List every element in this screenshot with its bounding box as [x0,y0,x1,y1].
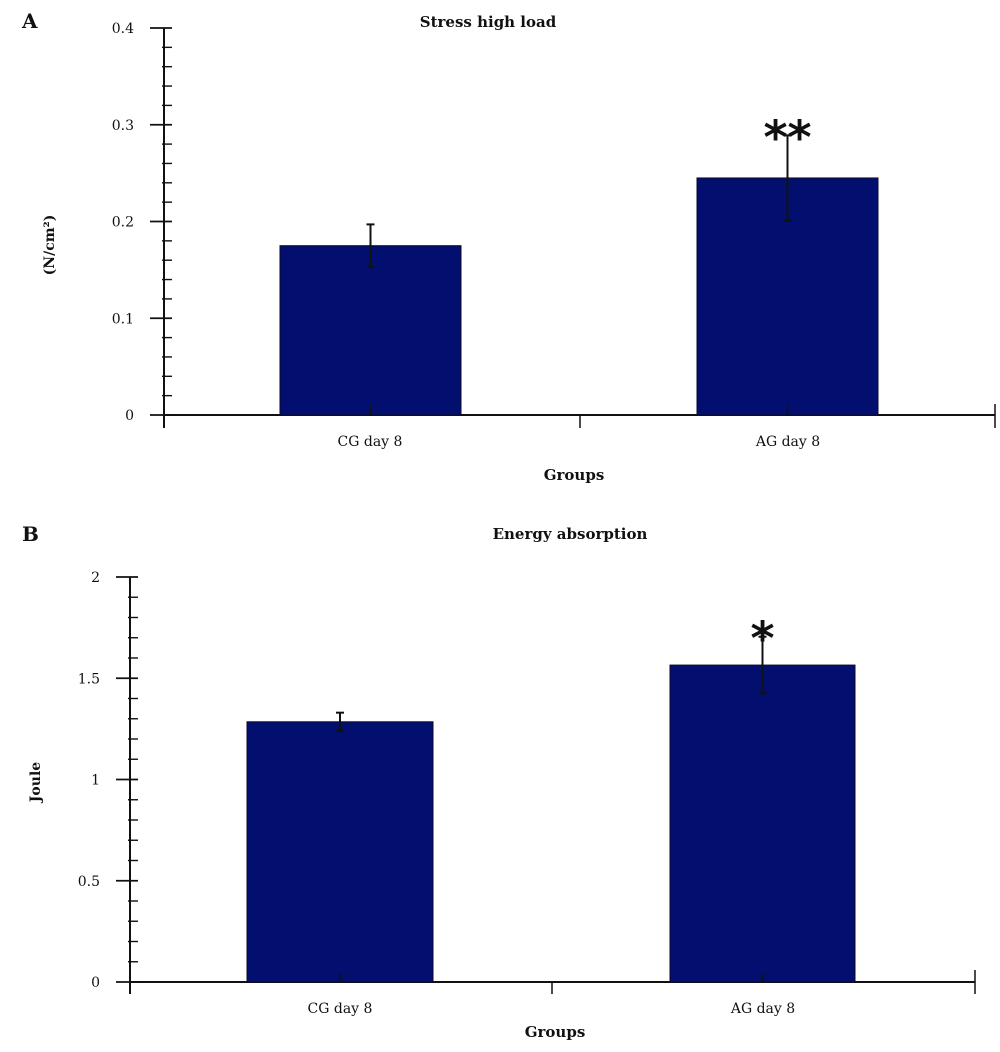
y-tick-label: 1 [91,773,100,789]
y-tick-label: 0.3 [112,118,134,134]
y-tick-label: 0 [91,975,100,991]
category-label-cg-b: CG day 8 [308,1001,373,1017]
error-bar-cg-day8-b [336,711,344,982]
x-axis-label-a: Groups [544,466,605,484]
y-tick-label: 0.4 [112,21,134,37]
category-label-ag-a: AG day 8 [755,434,820,450]
error-bar-ag-day8-b [758,635,767,982]
y-tick-label: 2 [91,570,100,586]
panel-letter-a: A [21,9,38,33]
significance-marker-a: ** [763,110,811,164]
y-tick-label: 0 [125,408,134,424]
y-tick-label: 0.1 [112,311,134,327]
y-tick-label: 0.2 [112,215,134,231]
category-label-ag-b: AG day 8 [730,1001,795,1017]
error-bar-cg-day8-a [366,223,375,415]
panel-b: B Energy absorption Joule Groups 0 0.5 1 1.… [22,522,976,1041]
category-label-cg-a: CG day 8 [338,434,403,450]
bar-cg-day8-a [279,245,462,416]
y-tick-label: 0.5 [78,874,100,890]
bar-cg-day8-b [246,721,434,983]
x-axis-label-b: Groups [525,1023,586,1041]
y-ticks-a: 0 0.1 0.2 0.3 0.4 [112,21,172,424]
chart-title-b: Energy absorption [493,525,648,543]
panel-a: A Stress high load (N/cm²) Groups 0 0.1 0.… [21,9,996,484]
y-tick-label: 1.5 [78,671,100,687]
panel-letter-b: B [22,522,39,546]
y-ticks-b: 0 0.5 1 1.5 2 [78,570,138,991]
error-bar-ag-day8-a [783,134,792,415]
bar-ag-day8-b [669,664,856,983]
y-axis-label-a: (N/cm²) [42,215,58,276]
chart-title-a: Stress high load [420,13,557,31]
significance-marker-b: * [750,612,774,666]
y-axis-label-b: Joule [28,762,44,804]
